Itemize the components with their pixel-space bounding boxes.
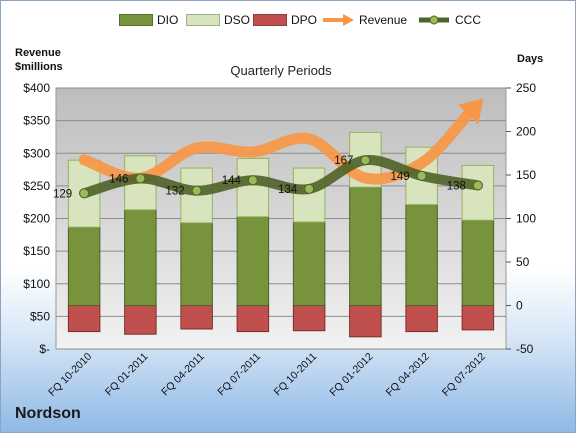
legend-swatch-dpo: [253, 14, 287, 26]
left-tick-label: $-: [39, 342, 50, 356]
bar-dio: [236, 216, 270, 306]
ccc-point: [135, 173, 146, 184]
right-tick-label: 250: [516, 81, 536, 95]
legend-swatch-dio: [119, 14, 153, 26]
ccc-data-label: 144: [222, 175, 242, 187]
left-axis-title-line1: Revenue: [15, 47, 61, 59]
ccc-data-label: 134: [278, 184, 298, 196]
legend-label-revenue: Revenue: [359, 13, 408, 27]
bar-dio: [349, 186, 382, 306]
x-tick-label: FQ 01-2012: [327, 351, 375, 399]
bar-dio: [67, 226, 101, 306]
right-axis-title: Days: [517, 53, 544, 65]
bar-dpo: [124, 305, 157, 335]
ccc-point: [416, 170, 427, 181]
bar-dso: [461, 164, 495, 221]
ccc-point: [79, 188, 90, 199]
left-tick-label: $300: [23, 146, 50, 160]
left-tick-label: $50: [30, 309, 50, 323]
company-name: Nordson: [15, 405, 81, 422]
revenue-arrowhead: [458, 98, 484, 125]
x-tick-label: FQ 07-2012: [440, 351, 488, 399]
x-tick-label: FQ 04-2012: [384, 351, 432, 399]
left-tick-label: $100: [23, 277, 50, 291]
ccc-data-label: 149: [390, 171, 409, 183]
bar-dpo: [349, 305, 382, 338]
x-tick-label: FQ 01-2011: [103, 351, 151, 399]
x-tick-label: FQ 10-2011: [272, 351, 320, 399]
left-tick-label: $200: [23, 212, 50, 226]
legend-label-dio: DIO: [157, 13, 179, 27]
x-tick-label: FQ 07-2011: [215, 351, 263, 399]
ccc-line: [79, 155, 483, 199]
left-tick-label: $150: [23, 244, 50, 258]
ccc-data-label: 132: [165, 186, 184, 198]
legend-item-ccc: CCC: [417, 13, 481, 27]
bar-dio: [124, 209, 157, 306]
right-tick-label: 0: [516, 299, 523, 313]
ccc-data-label: 167: [334, 155, 353, 167]
ccc-point: [191, 185, 202, 196]
bar-dpo: [236, 305, 270, 333]
ccc-point: [472, 180, 483, 191]
legend-label-ccc: CCC: [455, 13, 481, 27]
ccc-point: [247, 175, 258, 186]
right-tick-label: 200: [516, 125, 536, 139]
bar-dio: [292, 221, 326, 306]
x-tick-label: FQ 10-2010: [46, 351, 94, 399]
right-tick-label: 50: [516, 255, 530, 269]
legend-item-dpo: DPO: [253, 13, 317, 27]
left-tick-label: $350: [23, 114, 50, 128]
legend-line-ccc: [419, 15, 449, 25]
legend-item-dio: DIO: [119, 13, 178, 27]
left-tick-label: $400: [23, 81, 50, 95]
left-tick-label: $250: [23, 179, 50, 193]
chart-title: Quarterly Periods: [230, 63, 332, 78]
legend-arrow-revenue: [323, 14, 354, 26]
legend-label-dso: DSO: [224, 13, 251, 27]
ccc-data-label: 146: [109, 173, 128, 185]
ccc-data-label: 129: [53, 188, 72, 200]
bar-dso: [236, 157, 270, 218]
bar-dio: [405, 204, 438, 306]
left-axis-title-line2: $millions: [15, 61, 63, 73]
x-tick-label: FQ 04-2011: [159, 351, 207, 399]
ccc-point: [360, 155, 371, 166]
legend-swatch-dso: [186, 14, 220, 26]
ccc-point: [304, 183, 315, 194]
bar-dpo: [67, 305, 101, 333]
legend: DIO DSO DPO Revenue CCC: [1, 13, 575, 33]
bar-dpo: [461, 305, 495, 331]
legend-label-dpo: DPO: [291, 13, 318, 27]
right-tick-label: 150: [516, 168, 536, 182]
bar-dio: [180, 222, 213, 307]
right-tick-label: 100: [516, 212, 536, 226]
bar-dpo: [180, 305, 213, 330]
right-tick-label: -50: [516, 342, 534, 356]
bar-dpo: [292, 305, 326, 332]
left-axis-title: Revenue $millions: [15, 46, 63, 74]
bar-dso: [292, 167, 326, 223]
legend-item-revenue: Revenue: [321, 13, 407, 27]
bar-dpo: [405, 305, 438, 333]
legend-item-dso: DSO: [186, 13, 250, 27]
bar-dio: [461, 219, 495, 307]
ccc-data-label: 138: [447, 180, 466, 192]
